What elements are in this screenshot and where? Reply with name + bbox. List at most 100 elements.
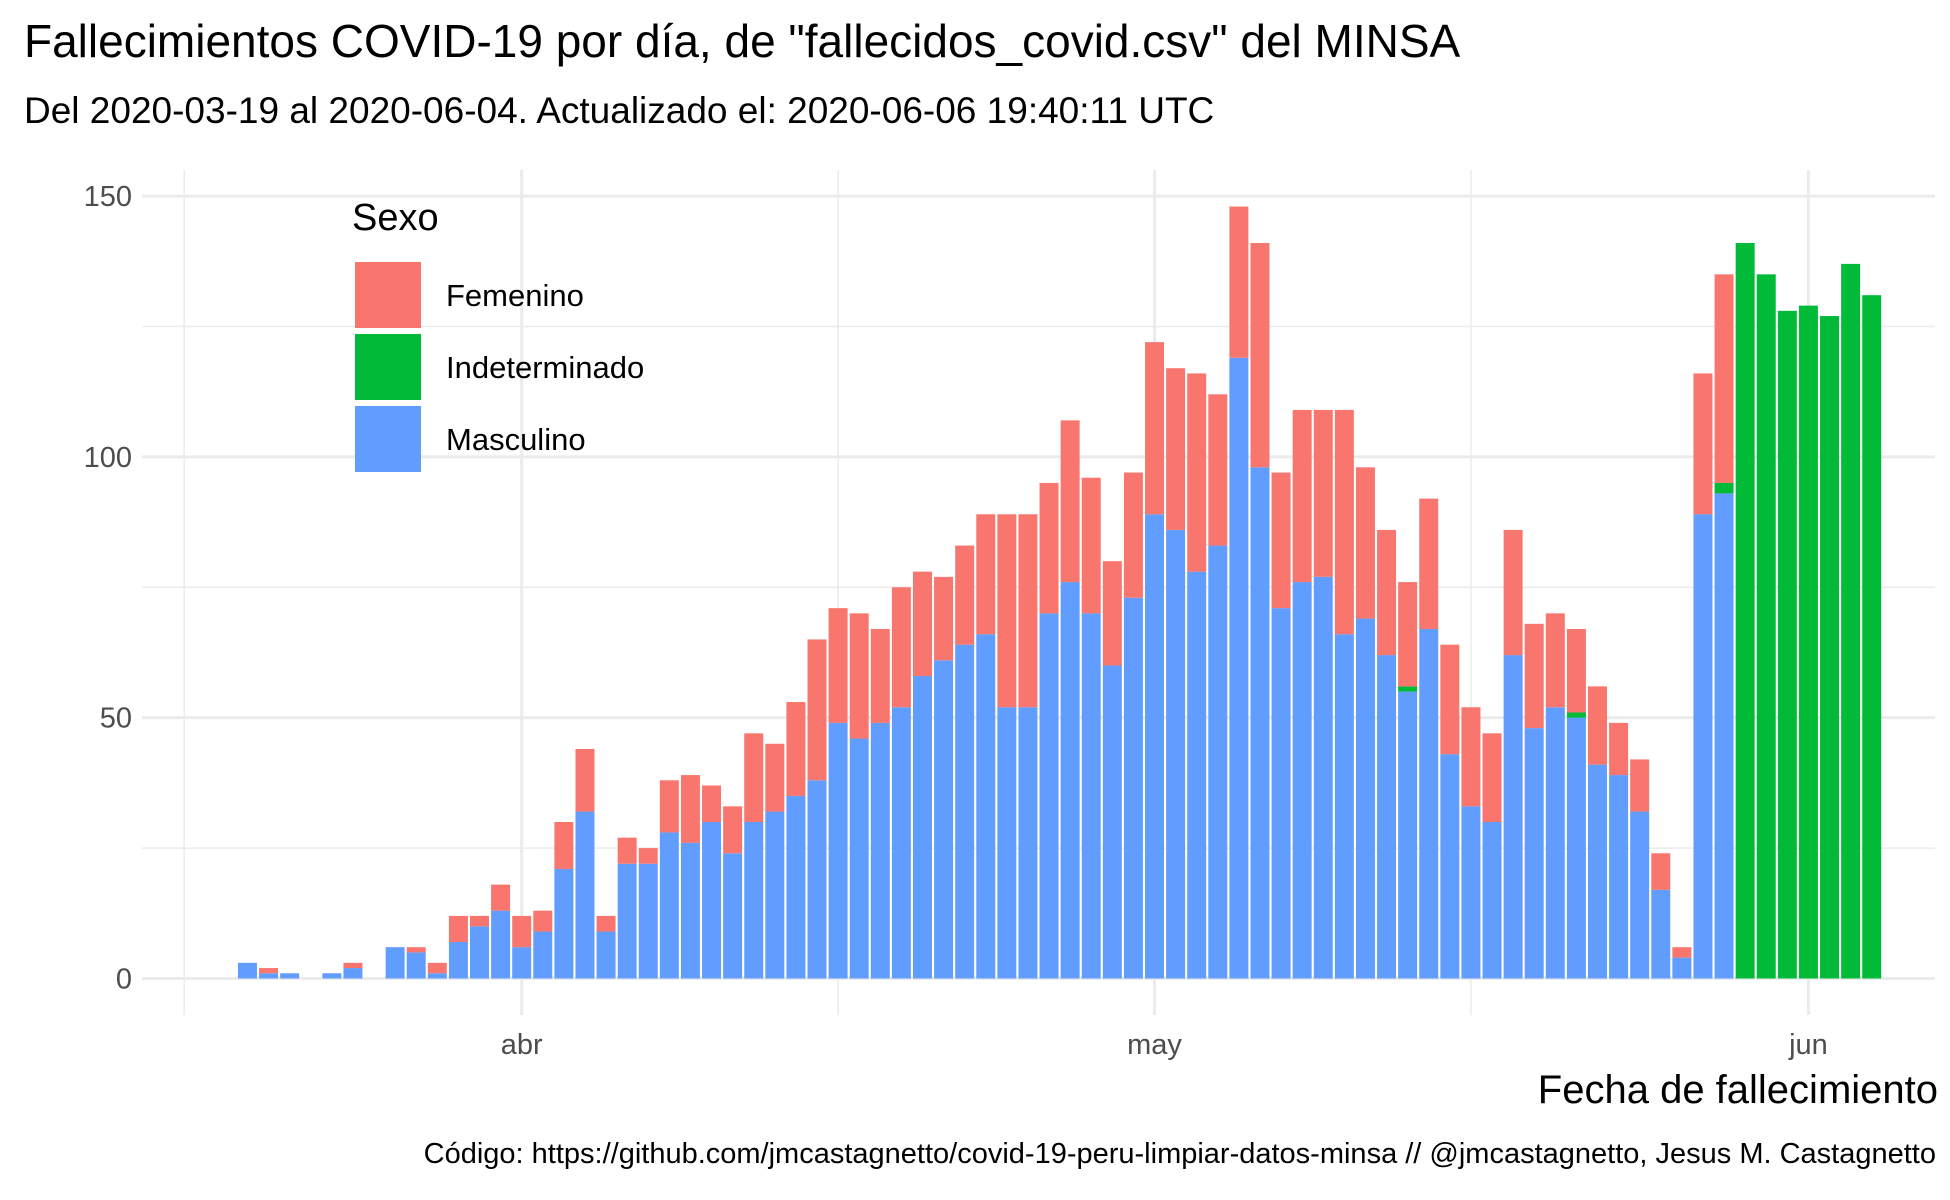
bar-masculino (828, 722, 848, 979)
bar-femenino (1123, 472, 1143, 598)
bar-masculino (1440, 754, 1460, 979)
bar-masculino (723, 853, 743, 979)
bars (237, 206, 1882, 979)
bar-femenino (533, 910, 553, 932)
legend-title: Sexo (352, 197, 439, 239)
axis-labels: 0 50 100 150 abr may jun (84, 181, 1828, 1061)
bar-masculino (807, 780, 827, 979)
bar-masculino (1334, 634, 1354, 979)
bar-femenino (997, 514, 1017, 708)
bar-femenino (1166, 368, 1186, 530)
bar-masculino (406, 952, 426, 979)
bar-masculino (786, 795, 806, 979)
bar-femenino (976, 514, 996, 635)
bar-femenino (638, 848, 658, 864)
bar-masculino (1588, 764, 1607, 979)
legend-label-femenino: Femenino (446, 278, 584, 313)
bar-masculino (744, 822, 764, 979)
bar-femenino (575, 748, 595, 812)
bar-femenino (1630, 759, 1650, 812)
bar-indeterminado (1566, 712, 1586, 718)
bar-femenino (1461, 707, 1481, 807)
bar-femenino (912, 571, 932, 676)
bar-femenino (1313, 409, 1333, 577)
bar-masculino (1229, 357, 1249, 979)
bar-indeterminado (1862, 295, 1882, 979)
chart-caption: Código: https://github.com/jmcastagnetto… (423, 1138, 1936, 1170)
bar-femenino (1187, 373, 1207, 572)
bar-masculino (448, 941, 468, 979)
bar-masculino (1145, 514, 1165, 979)
bar-indeterminado (1777, 310, 1797, 979)
bar-femenino (680, 775, 700, 843)
bar-masculino (934, 660, 954, 979)
bar-femenino (491, 884, 511, 911)
bar-femenino (934, 576, 954, 661)
bar-femenino (1503, 529, 1523, 656)
bar-masculino (1714, 493, 1734, 979)
bar-masculino (680, 842, 700, 979)
bar-femenino (955, 545, 975, 645)
bar-femenino (512, 915, 532, 948)
bar-masculino (1377, 655, 1397, 979)
bar-femenino (617, 837, 637, 864)
bar-masculino (1630, 811, 1650, 979)
bar-masculino (533, 931, 553, 979)
bar-indeterminado (1798, 305, 1818, 979)
chart-title: Fallecimientos COVID-19 por día, de "fal… (24, 15, 1461, 67)
bar-femenino (1208, 394, 1228, 546)
bar-femenino (596, 915, 616, 932)
bar-indeterminado (1398, 686, 1418, 692)
bar-femenino (1398, 582, 1418, 687)
bar-femenino (786, 702, 806, 796)
bar-masculino (891, 707, 911, 979)
bar-masculino (491, 910, 511, 979)
bar-femenino (1566, 629, 1586, 713)
bar-masculino (237, 962, 257, 979)
bar-femenino (1377, 529, 1397, 656)
bar-femenino (1081, 477, 1101, 614)
bar-femenino (1440, 644, 1460, 755)
bar-masculino (702, 822, 722, 979)
bar-masculino (596, 931, 616, 979)
legend-swatch-femenino (355, 262, 421, 328)
legend-label-indeterminado: Indeterminado (446, 350, 644, 385)
bar-femenino (1588, 686, 1607, 765)
bar-masculino (659, 832, 679, 979)
bar-masculino (1123, 597, 1143, 979)
bar-masculino (1398, 691, 1418, 979)
bar-masculino (1355, 618, 1375, 979)
bar-femenino (448, 915, 468, 942)
bar-masculino (1187, 571, 1207, 979)
bar-masculino (638, 863, 658, 979)
bar-masculino (1271, 608, 1291, 979)
bar-masculino (1208, 545, 1228, 979)
bar-masculino (1651, 889, 1671, 979)
bar-femenino (343, 962, 363, 969)
bar-indeterminado (1841, 263, 1861, 979)
bar-masculino (427, 973, 447, 979)
bar-masculino (1039, 613, 1059, 979)
y-tick-label: 50 (100, 703, 132, 735)
bar-femenino (554, 822, 574, 869)
bar-masculino (343, 968, 363, 979)
y-tick-label: 150 (84, 181, 132, 213)
x-tick-label: may (1127, 1029, 1182, 1061)
bar-femenino (1419, 498, 1439, 630)
bar-indeterminado (1735, 243, 1755, 979)
bar-masculino (1313, 576, 1333, 979)
bar-masculino (1524, 728, 1544, 979)
bar-femenino (1524, 623, 1544, 729)
bar-indeterminado (1820, 316, 1840, 979)
bar-femenino (765, 743, 785, 812)
bar-femenino (744, 733, 764, 822)
bar-masculino (1166, 529, 1186, 979)
bar-femenino (807, 639, 827, 781)
bar-masculino (617, 863, 637, 979)
bar-masculino (1018, 707, 1038, 979)
bar-femenino (891, 587, 911, 708)
bar-femenino (1693, 373, 1713, 515)
bar-masculino (385, 947, 405, 979)
bar-masculino (575, 811, 595, 979)
bar-femenino (1018, 514, 1038, 708)
